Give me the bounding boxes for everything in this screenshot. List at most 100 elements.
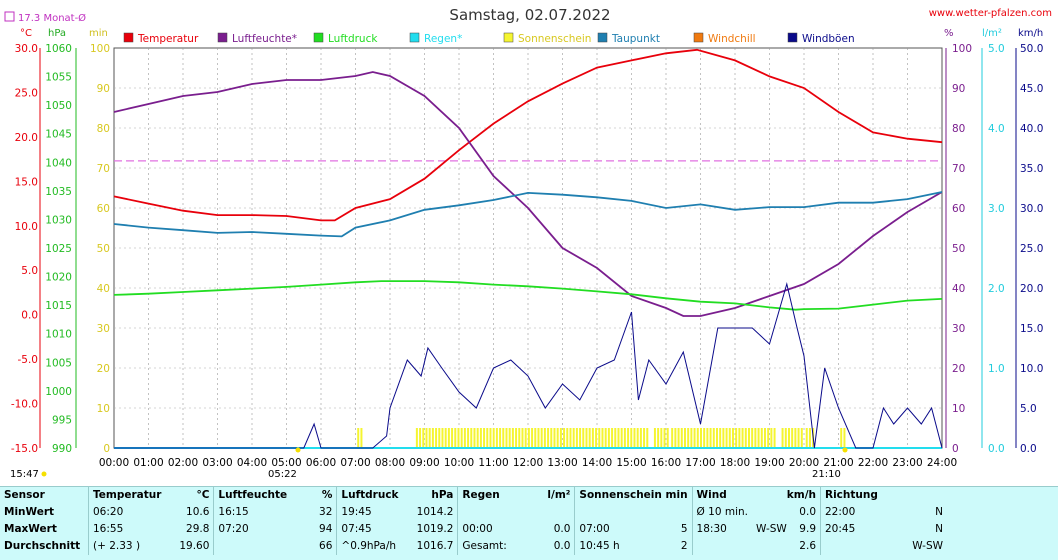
stats-row: MaxWert 16:55 29.8 07:20 94 07:45 1019.2 00:00 0… [0, 521, 947, 538]
stats-cell-w-time: Ø 10 min. [691, 504, 752, 521]
sunshine-bar [728, 428, 731, 448]
legend-swatch [409, 32, 420, 43]
x-tick-label: 20:00 [789, 457, 819, 469]
sunshine-bar [422, 428, 425, 448]
stats-cell-d-time: 20:45 [820, 521, 889, 538]
sunshine-bar [840, 428, 843, 448]
sunshine-bar [604, 428, 607, 448]
x-tick-label: 14:00 [582, 457, 612, 469]
sunshine-bar [770, 428, 773, 448]
month-avg-icon [4, 11, 15, 22]
sunshine-bar [566, 428, 569, 448]
hdr-richtung: Richtung [820, 487, 889, 504]
wind-tick-label: 5.0 [1020, 403, 1037, 415]
stats-cell-p-time: ^0.9hPa/h [336, 538, 408, 555]
sunshine-bar [703, 428, 706, 448]
minutes-tick-label: 80 [97, 123, 110, 135]
pressure-tick-label: 1030 [45, 214, 72, 226]
sunshine-bar [447, 428, 450, 448]
sunshine-bar [784, 428, 787, 448]
hdr-wind-unit: km/h [786, 489, 816, 501]
sunshine-bar [653, 428, 656, 448]
pressure-tick-label: 1050 [45, 100, 72, 112]
sunshine-bar [543, 428, 546, 448]
rain-tick-label: 4.0 [988, 123, 1005, 135]
series-lines [113, 48, 943, 449]
stats-row: MinWert 06:20 10.6 16:15 32 19:45 1014.2 Ø 10 m… [0, 504, 947, 521]
series-luftfeuchte [113, 71, 943, 317]
sunshine-bar [582, 428, 585, 448]
legend-label: Luftdruck [328, 33, 378, 45]
temp-tick-label: 25.0 [15, 87, 38, 99]
pressure-tick-label: 1040 [45, 157, 72, 169]
sunshine-bar [630, 428, 633, 448]
sunshine-bar [636, 428, 639, 448]
sunshine-bar [553, 428, 556, 448]
sunshine-bar [550, 428, 553, 448]
sunshine-bar [598, 428, 601, 448]
sunshine-bar [687, 428, 690, 448]
sunshine-bar [473, 428, 476, 448]
sunshine-bar [556, 428, 559, 448]
sunshine-bar [470, 428, 473, 448]
hdr-sensor: Sensor [4, 489, 45, 501]
sunshine-bar [518, 428, 521, 448]
x-tick-label: 17:00 [685, 457, 715, 469]
chart-legend: Temperatur Luftfeuchte* Luftdruck Regen* Son… [123, 32, 855, 45]
sunshine-bar [680, 428, 683, 448]
weather-chart: 00:00 01:00 02:00 03:00 04:00 05:00 06:00 07:00… [4, 6, 1052, 480]
stats-cell-w-val: 9.9 [799, 523, 816, 535]
sunshine-bar [787, 428, 790, 448]
minutes-tick-label: 40 [97, 283, 110, 295]
sunshine-bar [773, 428, 776, 448]
sunshine-bar [595, 428, 598, 448]
series-taupunkt [113, 191, 943, 238]
x-tick-label: 11:00 [478, 457, 508, 469]
sunset-marker [842, 447, 848, 453]
legend-swatch [693, 32, 704, 43]
chart-grid [113, 47, 943, 449]
x-tick-label: 18:00 [720, 457, 750, 469]
x-tick-label: 16:00 [651, 457, 681, 469]
sunshine-bar [435, 428, 438, 448]
sunshine-bar [735, 428, 738, 448]
x-tick-label: 15:00 [616, 457, 646, 469]
sunshine-bar [800, 428, 803, 448]
sunshine-bar [791, 428, 794, 448]
stats-cell-h-time [213, 538, 293, 555]
minutes-tick-label: 60 [97, 203, 110, 215]
legend-swatch [503, 32, 514, 43]
series-temperatur [113, 48, 943, 222]
legend-label: Taupunkt [611, 33, 660, 45]
wind-tick-label: 35.0 [1020, 163, 1043, 175]
pressure-tick-label: 1015 [45, 300, 72, 312]
sunshine-bar [537, 428, 540, 448]
sunshine-bar [757, 428, 760, 448]
sunshine-bar [357, 428, 360, 448]
pressure-tick-label: 1025 [45, 243, 72, 255]
sunshine-bar [666, 428, 669, 448]
hdr-rain-unit: l/m² [547, 489, 571, 501]
wind-tick-label: 20.0 [1020, 283, 1043, 295]
sunshine-bar [657, 428, 660, 448]
sunshine-bar [767, 428, 770, 448]
sunshine-bar [763, 428, 766, 448]
minutes-tick-label: 70 [97, 163, 110, 175]
rain-tick-label: 5.0 [988, 43, 1005, 55]
sunshine-bar [674, 428, 677, 448]
sunshine-bar [663, 428, 666, 448]
sunshine-bar [712, 428, 715, 448]
percent-tick-label: 10 [952, 403, 965, 415]
stats-cell-p-val: 1016.7 [416, 540, 454, 552]
stats-cell-s-time: 10:45 h [574, 538, 665, 555]
hdr-wind: Wind [691, 487, 752, 504]
pressure-tick-label: 1035 [45, 186, 72, 198]
minutes-tick-label: 50 [97, 243, 110, 255]
sunset-label: 21:10 [812, 469, 841, 480]
stats-cell-w-val: 2.6 [799, 540, 816, 552]
hdr-humidity-unit: % [321, 489, 333, 501]
legend-label: Temperatur [137, 33, 199, 45]
unit-wind: km/h [1018, 28, 1043, 39]
sunshine-bar [415, 428, 418, 448]
stats-cell-t-val: 10.6 [186, 506, 210, 518]
